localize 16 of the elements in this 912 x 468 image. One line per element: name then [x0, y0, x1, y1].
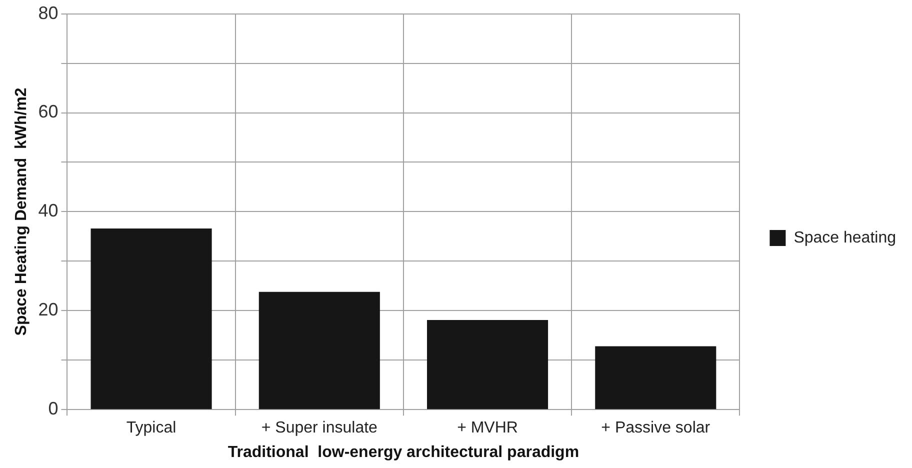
bar [258, 292, 380, 410]
legend-label: Space heating [794, 229, 896, 246]
y-axis-title: Space Heating Demand kWh/m2 [13, 88, 30, 336]
y-tick-label: 40 [38, 200, 58, 221]
y-tick-label: 20 [38, 300, 58, 320]
bar [90, 228, 212, 410]
bar [595, 346, 716, 410]
y-tick-label: 80 [38, 2, 58, 23]
x-axis-title: Traditional low-energy architectural paradigm [228, 444, 580, 461]
x-tick-label: + Passive solar [601, 420, 711, 437]
bar [426, 320, 548, 410]
x-tick-label: + Super insulate [261, 420, 378, 437]
x-tick-label: Typical [126, 420, 176, 437]
y-tick-label: 0 [48, 398, 58, 419]
y-tick-label: 60 [38, 102, 58, 122]
x-tick-label: + MVHR [457, 420, 518, 437]
